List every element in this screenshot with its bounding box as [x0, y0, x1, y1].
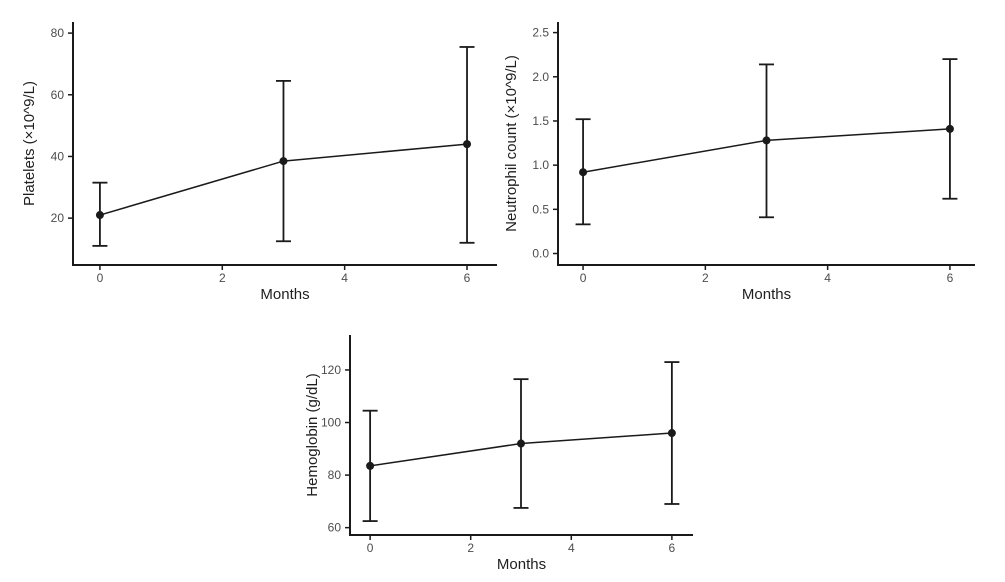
y-tick-label: 0.5 [532, 202, 549, 216]
y-tick-label: 100 [321, 416, 341, 430]
x-tick-label: 6 [947, 271, 954, 285]
data-point [279, 157, 288, 166]
data-point [945, 124, 954, 133]
data-point [95, 211, 104, 220]
x-tick-label: 2 [219, 271, 226, 285]
y-tick-label: 1.5 [532, 114, 549, 128]
x-tick-label: 4 [341, 271, 348, 285]
y-tick-label: 0.0 [532, 247, 549, 261]
data-point [366, 461, 375, 470]
x-tick-label: 6 [464, 271, 471, 285]
data-point [667, 429, 676, 438]
x-axis-title: Months [497, 556, 546, 573]
x-tick-label: 2 [467, 541, 474, 555]
y-tick-label: 120 [321, 363, 341, 377]
neutrophil-plot: 0.0 0.5 1.0 1.5 2.0 2.5 0 2 4 6 Months Neutrophil c… [503, 22, 975, 303]
x-tick-label: 2 [702, 271, 709, 285]
platelets-plot: 20 40 60 80 0 2 4 6 Months Platelets (×10^9/L) [21, 22, 497, 303]
y-axis-title: Hemoglobin (g/dL) [304, 373, 321, 496]
y-tick-label: 2.0 [532, 70, 549, 84]
x-tick-label: 4 [824, 271, 831, 285]
x-tick-label: 0 [367, 541, 374, 555]
y-axis-title: Platelets (×10^9/L) [21, 81, 38, 206]
data-point [579, 168, 588, 177]
x-axis-title: Months [742, 286, 791, 303]
neutrophil-chart: 0.0 0.5 1.0 1.5 2.0 2.5 0 2 4 6 Months Neutrophil c… [500, 0, 1005, 310]
data-point [516, 439, 525, 448]
y-tick-label: 20 [51, 211, 65, 225]
hemoglobin-chart: 60 80 100 120 0 2 4 6 Months Hemoglobin (g/dL) [280, 300, 760, 582]
y-tick-label: 40 [51, 149, 65, 163]
y-tick-label: 80 [328, 468, 342, 482]
x-tick-label: 0 [97, 271, 104, 285]
y-tick-label: 80 [51, 26, 65, 40]
data-point [762, 136, 771, 145]
y-tick-label: 1.0 [532, 158, 549, 172]
x-axis-title: Months [260, 286, 309, 303]
y-tick-label: 60 [51, 88, 65, 102]
hemoglobin-plot: 60 80 100 120 0 2 4 6 Months Hemoglobin (g/dL) [304, 335, 693, 573]
x-tick-label: 4 [568, 541, 575, 555]
data-point [463, 140, 472, 149]
x-tick-label: 0 [580, 271, 587, 285]
y-tick-label: 2.5 [532, 26, 549, 40]
y-axis-title: Neutrophil count (×10^9/L) [503, 55, 520, 232]
y-tick-label: 60 [328, 521, 342, 535]
x-tick-label: 6 [669, 541, 676, 555]
platelets-chart: 20 40 60 80 0 2 4 6 Months Platelets (×10^9/L) [0, 0, 500, 310]
